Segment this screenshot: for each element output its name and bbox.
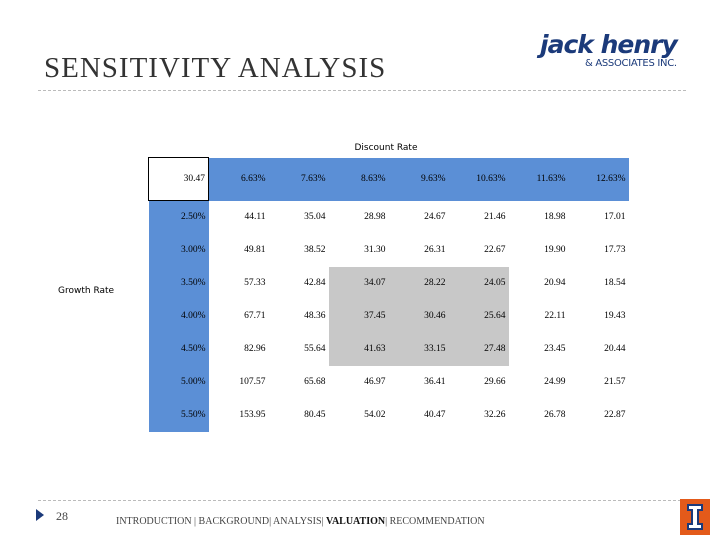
row-label: Growth Rate bbox=[58, 286, 115, 296]
corner-cell: 30.47 bbox=[148, 157, 209, 201]
table-cell: 24.99 bbox=[544, 377, 566, 387]
logo-sub: & ASSOCIATES INC. bbox=[584, 58, 677, 69]
table-cell: 41.63 bbox=[328, 332, 389, 366]
divider bbox=[38, 90, 686, 91]
table-cell: 44.11 bbox=[244, 212, 266, 222]
column-header: 7.63% bbox=[268, 157, 329, 201]
footer-nav: INTRODUCTION | BACKGROUND| ANALYSIS| VAL… bbox=[116, 516, 485, 527]
divider bbox=[38, 500, 686, 501]
table-cell: 31.30 bbox=[364, 245, 386, 255]
column-header: 8.63% bbox=[328, 157, 389, 201]
column-header: 12.63% bbox=[568, 157, 629, 201]
column-label: Discount Rate bbox=[354, 143, 418, 153]
sensitivity-table: 30.47 6.63% 7.63% 8.63% 9.63% 10.63% 11.63% 12.… bbox=[148, 157, 629, 432]
table-cell: 42.84 bbox=[304, 278, 326, 288]
bullet bbox=[36, 509, 44, 521]
university-logo bbox=[680, 499, 710, 535]
table-cell: 80.45 bbox=[304, 410, 326, 420]
table-cell: 23.45 bbox=[544, 344, 566, 354]
table-cell: 67.71 bbox=[244, 311, 266, 321]
table-cell: 17.01 bbox=[604, 212, 626, 222]
row-header: 5.50% bbox=[148, 398, 209, 432]
table-cell: 34.07 bbox=[328, 266, 389, 300]
table-cell: 40.47 bbox=[424, 410, 446, 420]
table-cell: 36.41 bbox=[424, 377, 446, 387]
table-cell: 24.67 bbox=[424, 212, 446, 222]
table-cell: 48.36 bbox=[304, 311, 326, 321]
table-cell: 20.44 bbox=[604, 344, 626, 354]
table-row: 4.50% 82.96 55.64 41.63 33.15 27.48 23.45 20.44 bbox=[148, 332, 629, 366]
row-header: 3.50% bbox=[148, 266, 209, 300]
table-cell: 82.96 bbox=[244, 344, 266, 354]
table-cell: 22.11 bbox=[544, 311, 566, 321]
table-cell: 54.02 bbox=[364, 410, 386, 420]
table-cell: 57.33 bbox=[244, 278, 266, 288]
column-header: 6.63% bbox=[208, 157, 269, 201]
table-row: 2.50% 44.11 35.04 28.98 24.67 21.46 18.98 17.01 bbox=[148, 200, 629, 234]
nav-current: VALUATION bbox=[326, 516, 386, 527]
table-cell: 22.87 bbox=[604, 410, 626, 420]
table-cell: 29.66 bbox=[484, 377, 506, 387]
table-cell: 30.46 bbox=[388, 299, 449, 333]
row-header: 3.00% bbox=[148, 233, 209, 267]
table-row: 5.00% 107.57 65.68 46.97 36.41 29.66 24.99 21.5… bbox=[148, 365, 629, 399]
table-cell: 21.46 bbox=[484, 212, 506, 222]
table-row: 3.50% 57.33 42.84 34.07 28.22 24.05 20.94 18.54 bbox=[148, 266, 629, 300]
column-header: 11.63% bbox=[508, 157, 569, 201]
table-cell: 46.97 bbox=[364, 377, 386, 387]
column-header: 10.63% bbox=[448, 157, 509, 201]
logo-name: jack henry bbox=[540, 30, 678, 59]
table-cell: 107.57 bbox=[239, 377, 266, 387]
table-cell: 37.45 bbox=[328, 299, 389, 333]
table-row: 4.00% 67.71 48.36 37.45 30.46 25.64 22.11 19.43 bbox=[148, 299, 629, 333]
table-cell: 32.26 bbox=[484, 410, 506, 420]
table-cell: 55.64 bbox=[304, 344, 326, 354]
table-cell: 49.81 bbox=[244, 245, 266, 255]
table-cell: 27.48 bbox=[448, 332, 509, 366]
nav-text: | RECOMMENDATION bbox=[385, 516, 485, 527]
table-cell: 33.15 bbox=[388, 332, 449, 366]
table-cell: 24.05 bbox=[448, 266, 509, 300]
table-cell: 38.52 bbox=[304, 245, 326, 255]
table-cell: 18.98 bbox=[544, 212, 566, 222]
table-cell: 153.95 bbox=[239, 410, 266, 420]
logo: jack henry & ASSOCIATES INC. bbox=[540, 30, 678, 70]
table-row: 5.50% 153.95 80.45 54.02 40.47 32.26 26.78 22.8… bbox=[148, 398, 629, 432]
nav-text: INTRODUCTION | BACKGROUND| ANALYSIS| bbox=[116, 516, 327, 527]
table-cell: 28.98 bbox=[364, 212, 386, 222]
table-cell: 21.57 bbox=[604, 377, 626, 387]
page-number: 28 bbox=[56, 509, 68, 523]
row-header: 4.00% bbox=[148, 299, 209, 333]
table-row: 3.00% 49.81 38.52 31.30 26.31 22.67 19.90 17.73 bbox=[148, 233, 629, 267]
table-cell: 26.78 bbox=[544, 410, 566, 420]
row-header: 5.00% bbox=[148, 365, 209, 399]
column-header: 9.63% bbox=[388, 157, 449, 201]
row-header: 2.50% bbox=[148, 200, 209, 234]
table-row: 30.47 6.63% 7.63% 8.63% 9.63% 10.63% 11.63% 12.… bbox=[148, 157, 629, 201]
title: SENSITIVITY ANALYSIS bbox=[44, 52, 387, 84]
table-cell: 19.90 bbox=[544, 245, 566, 255]
table-cell: 20.94 bbox=[544, 278, 566, 288]
table-cell: 35.04 bbox=[304, 212, 326, 222]
table-cell: 25.64 bbox=[448, 299, 509, 333]
table-cell: 65.68 bbox=[304, 377, 326, 387]
table-cell: 17.73 bbox=[604, 245, 626, 255]
table-cell: 22.67 bbox=[484, 245, 506, 255]
row-header: 4.50% bbox=[148, 332, 209, 366]
table-cell: 28.22 bbox=[388, 266, 449, 300]
table-cell: 26.31 bbox=[424, 245, 446, 255]
table-cell: 18.54 bbox=[604, 278, 626, 288]
table-cell: 19.43 bbox=[604, 311, 626, 321]
